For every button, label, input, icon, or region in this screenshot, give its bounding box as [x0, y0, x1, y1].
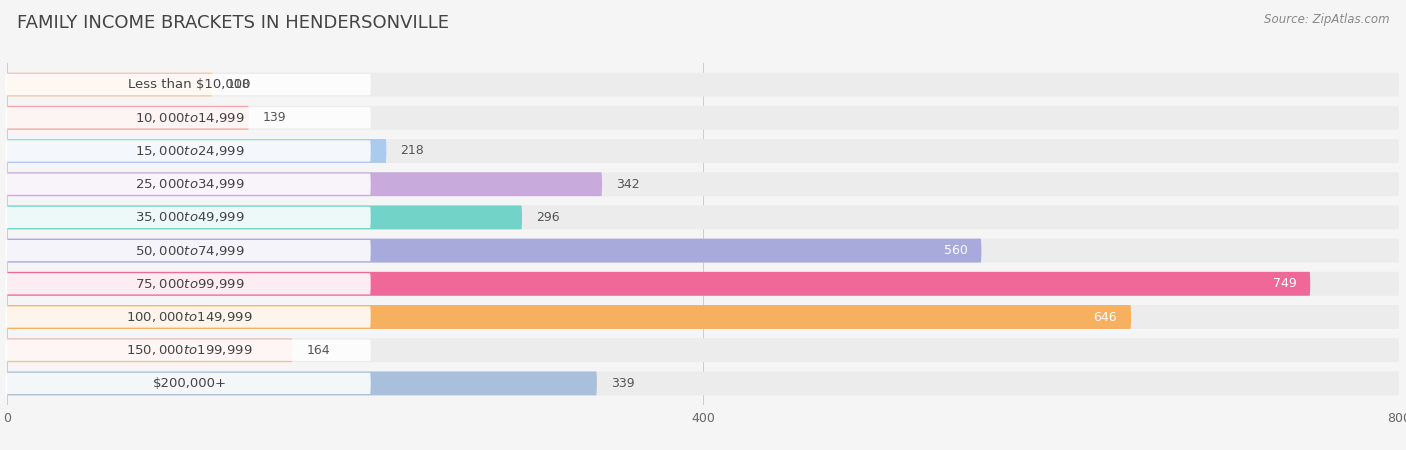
FancyBboxPatch shape — [6, 74, 371, 95]
Text: 646: 646 — [1094, 310, 1118, 324]
FancyBboxPatch shape — [7, 238, 1399, 262]
FancyBboxPatch shape — [7, 106, 249, 130]
FancyBboxPatch shape — [7, 305, 1399, 329]
Text: FAMILY INCOME BRACKETS IN HENDERSONVILLE: FAMILY INCOME BRACKETS IN HENDERSONVILLE — [17, 14, 449, 32]
Text: $150,000 to $199,999: $150,000 to $199,999 — [127, 343, 253, 357]
Text: 342: 342 — [616, 178, 640, 191]
FancyBboxPatch shape — [7, 206, 522, 230]
Text: $75,000 to $99,999: $75,000 to $99,999 — [135, 277, 245, 291]
FancyBboxPatch shape — [7, 72, 1399, 97]
FancyBboxPatch shape — [6, 240, 371, 261]
Text: $35,000 to $49,999: $35,000 to $49,999 — [135, 211, 245, 225]
Text: Less than $10,000: Less than $10,000 — [128, 78, 252, 91]
Text: 118: 118 — [226, 78, 250, 91]
Text: 139: 139 — [263, 111, 287, 124]
Text: 218: 218 — [401, 144, 425, 158]
FancyBboxPatch shape — [7, 338, 292, 362]
FancyBboxPatch shape — [7, 272, 1399, 296]
FancyBboxPatch shape — [6, 174, 371, 195]
FancyBboxPatch shape — [7, 305, 1130, 329]
FancyBboxPatch shape — [6, 207, 371, 228]
Text: $50,000 to $74,999: $50,000 to $74,999 — [135, 243, 245, 257]
Text: 749: 749 — [1272, 277, 1296, 290]
Text: 164: 164 — [307, 344, 330, 357]
FancyBboxPatch shape — [6, 273, 371, 294]
FancyBboxPatch shape — [7, 172, 1399, 196]
FancyBboxPatch shape — [7, 238, 981, 262]
FancyBboxPatch shape — [7, 106, 1399, 130]
FancyBboxPatch shape — [7, 206, 1399, 230]
Text: 296: 296 — [536, 211, 560, 224]
Text: $25,000 to $34,999: $25,000 to $34,999 — [135, 177, 245, 191]
FancyBboxPatch shape — [7, 72, 212, 97]
FancyBboxPatch shape — [6, 140, 371, 162]
FancyBboxPatch shape — [7, 139, 1399, 163]
Text: $200,000+: $200,000+ — [153, 377, 226, 390]
FancyBboxPatch shape — [7, 272, 1310, 296]
FancyBboxPatch shape — [7, 139, 387, 163]
FancyBboxPatch shape — [7, 338, 1399, 362]
FancyBboxPatch shape — [7, 172, 602, 196]
FancyBboxPatch shape — [6, 340, 371, 361]
FancyBboxPatch shape — [6, 107, 371, 128]
Text: 560: 560 — [943, 244, 967, 257]
Text: 339: 339 — [610, 377, 634, 390]
Text: Source: ZipAtlas.com: Source: ZipAtlas.com — [1264, 14, 1389, 27]
FancyBboxPatch shape — [7, 371, 1399, 396]
Text: $100,000 to $149,999: $100,000 to $149,999 — [127, 310, 253, 324]
FancyBboxPatch shape — [6, 373, 371, 394]
FancyBboxPatch shape — [7, 371, 598, 396]
Text: $15,000 to $24,999: $15,000 to $24,999 — [135, 144, 245, 158]
Text: $10,000 to $14,999: $10,000 to $14,999 — [135, 111, 245, 125]
FancyBboxPatch shape — [6, 306, 371, 328]
